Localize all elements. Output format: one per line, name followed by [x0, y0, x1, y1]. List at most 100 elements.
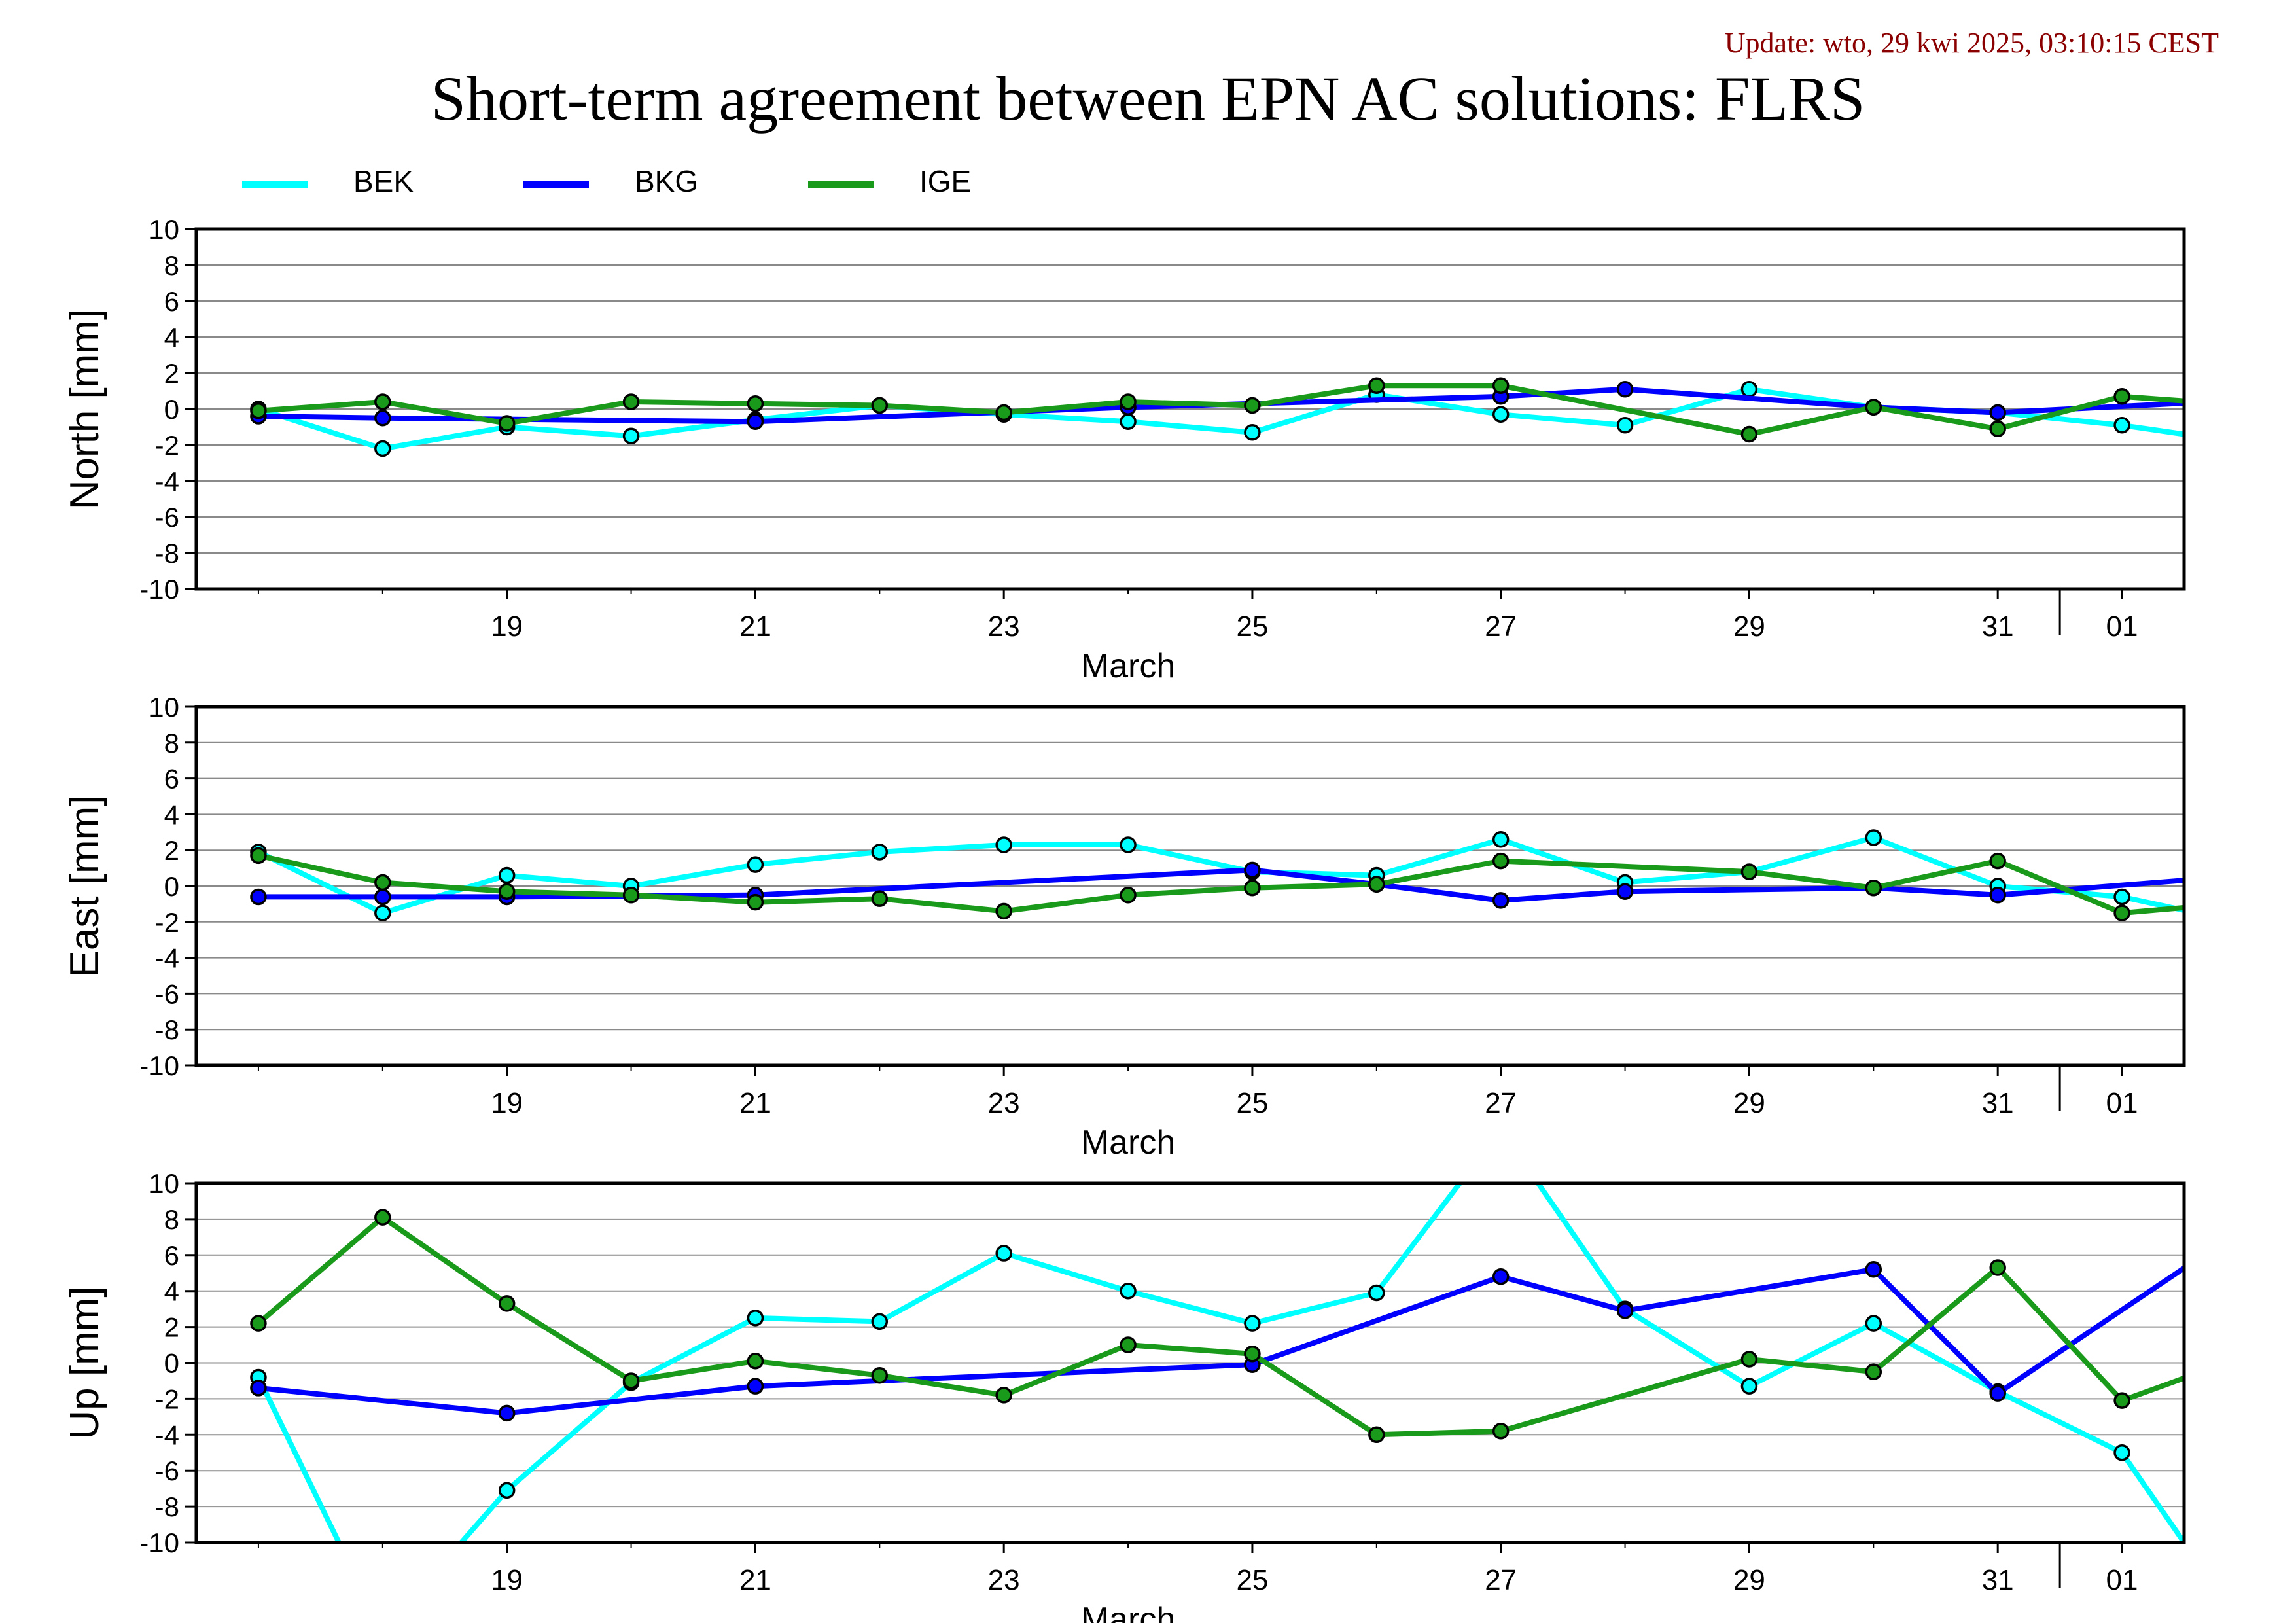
data-point-bkg: [747, 1378, 764, 1395]
y-tick-label: -6: [155, 502, 179, 533]
series-line-ige: [258, 383, 2184, 437]
x-tick-label: 21: [739, 1564, 771, 1596]
data-point-ige: [498, 1295, 516, 1312]
data-point-bkg: [1244, 861, 1261, 879]
data-point-bek: [1244, 1315, 1261, 1332]
data-point-bek: [2113, 417, 2130, 434]
data-point-ige: [1740, 863, 1758, 880]
y-tick-label: 8: [164, 728, 179, 758]
data-point-ige: [995, 404, 1012, 421]
y-tick-label: -10: [139, 1050, 179, 1081]
data-point-bek: [1368, 1284, 1385, 1302]
data-point-ige: [747, 1353, 764, 1370]
y-tick-label: 10: [149, 1168, 179, 1199]
data-point-bkg: [1492, 892, 1510, 909]
y-tick-label: 10: [149, 692, 179, 722]
y-axis-label: Up [mm]: [62, 1286, 107, 1439]
data-point-bek: [374, 440, 391, 457]
legend-label-bkg: BKG: [635, 164, 699, 198]
data-point-ige: [2113, 1392, 2130, 1409]
data-point-ige: [1368, 1426, 1385, 1444]
data-point-ige: [1244, 879, 1261, 897]
legend-swatch-bkg: [523, 181, 589, 188]
y-tick-label: -4: [155, 1419, 179, 1450]
data-point-bek: [498, 1482, 516, 1499]
data-point-ige: [871, 1366, 889, 1384]
data-point-ige: [374, 1209, 391, 1226]
data-point-ige: [1244, 397, 1261, 414]
data-point-ige: [498, 883, 516, 900]
data-point-ige: [1865, 1363, 1882, 1380]
y-tick-label: 6: [164, 286, 179, 317]
y-tick-label: 6: [164, 764, 179, 794]
data-point-ige: [871, 890, 889, 907]
x-tick-label: 31: [1982, 1087, 2014, 1119]
data-point-bek: [622, 427, 640, 444]
y-tick-label: -6: [155, 978, 179, 1009]
x-tick-label: 19: [491, 611, 523, 643]
x-tick-label: 27: [1485, 611, 1517, 643]
x-tick-label: 23: [988, 1564, 1020, 1596]
data-point-ige: [747, 395, 764, 412]
x-tick-label: 29: [1733, 611, 1765, 643]
data-point-bek: [995, 1245, 1012, 1262]
data-point-ige: [1989, 852, 2006, 870]
data-point-ige: [1368, 377, 1385, 394]
y-tick-label: 10: [149, 214, 179, 245]
data-point-bek: [747, 856, 764, 873]
data-point-bkg: [2239, 393, 2253, 407]
y-tick-label: -2: [155, 430, 179, 461]
data-point-ige: [1368, 876, 1385, 893]
series-line-bkg: [258, 386, 2184, 425]
data-point-bek: [1740, 1378, 1758, 1395]
data-point-ige: [995, 902, 1012, 920]
x-tick-label: 27: [1485, 1564, 1517, 1596]
y-axis-label: North [mm]: [62, 309, 107, 510]
month-label: March: [1081, 1601, 1175, 1623]
series-line-ige: [258, 853, 2184, 916]
series-line-bek: [257, 835, 2184, 916]
data-point-ige: [622, 1372, 640, 1389]
y-tick-label: 2: [164, 1312, 179, 1343]
data-point-bkg: [374, 888, 391, 906]
data-point-ige: [1740, 1351, 1758, 1368]
x-tick-label: 29: [1733, 1564, 1765, 1596]
x-tick-label: 25: [1236, 1564, 1268, 1596]
x-tick-label: 23: [988, 1087, 1020, 1119]
data-point-ige: [622, 393, 640, 410]
y-tick-label: -2: [155, 1383, 179, 1414]
data-point-ige: [995, 1387, 1012, 1404]
legend: BEK BKG IGE: [0, 157, 2296, 209]
data-point-ige: [1989, 1259, 2006, 1276]
x-tick-label: 31: [1982, 611, 2014, 643]
data-point-ige: [374, 874, 391, 891]
y-tick-label: -8: [155, 1491, 179, 1522]
data-point-ige: [2113, 388, 2130, 405]
series-ige: [250, 1209, 2184, 1444]
data-point-bkg: [1616, 883, 1634, 900]
x-tick-label: 01: [2106, 611, 2138, 643]
x-tick-label: 23: [988, 611, 1020, 643]
data-point-bkg: [1989, 1385, 2006, 1402]
data-point-ige: [1492, 377, 1510, 394]
data-point-bkg: [250, 1380, 267, 1397]
legend-label-ige: IGE: [919, 164, 972, 198]
y-tick-label: -4: [155, 466, 179, 497]
data-point-bkg: [374, 410, 391, 427]
panel-0: 10 8 6 4 2 0 -2 -4 -6 -8 -10 North [mm] 19 21 23 25 27 29…: [62, 214, 2253, 685]
data-point-bkg: [2239, 868, 2253, 883]
y-tick-label: 8: [164, 1204, 179, 1235]
data-point-bkg: [2239, 1219, 2253, 1234]
legend-swatch-ige: [808, 181, 874, 188]
data-point-ige: [498, 415, 516, 432]
data-point-bkg: [1865, 1261, 1882, 1278]
legend-swatch-bek: [242, 181, 308, 188]
y-tick-label: 2: [164, 358, 179, 389]
month-label: March: [1081, 647, 1175, 685]
x-tick-label: 21: [739, 1087, 771, 1119]
update-timestamp: Update: wto, 29 kwi 2025, 03:10:15 CEST: [1724, 27, 2219, 59]
data-point-bkg: [747, 413, 764, 430]
data-point-ige: [622, 886, 640, 904]
panel-2: 10 8 6 4 2 0 -2 -4 -6 -8 -10 Up [mm] 19 21 23 25 27 29 31 0…: [62, 1168, 2253, 1623]
y-tick-label: 8: [164, 250, 179, 281]
